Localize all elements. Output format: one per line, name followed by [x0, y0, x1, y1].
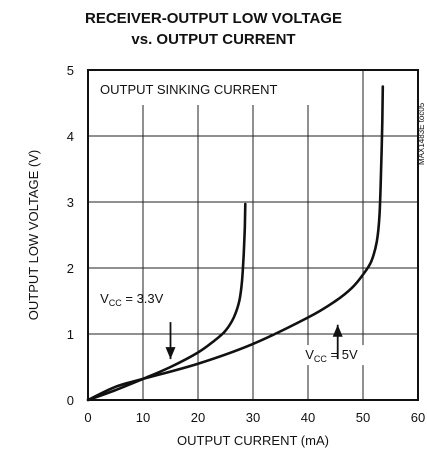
series-label-vcc-5v-main: V	[305, 347, 314, 362]
chart-title-line1: RECEIVER-OUTPUT LOW VOLTAGE	[85, 10, 342, 27]
y-tick-label: 2	[67, 261, 74, 276]
x-tick-label: 10	[136, 410, 150, 425]
series-arrow-vcc-5v	[332, 324, 343, 360]
chart-title-line2: vs. OUTPUT CURRENT	[131, 31, 296, 48]
arrow-head	[332, 324, 343, 337]
series	[86, 85, 385, 402]
series-line-1	[86, 85, 385, 402]
x-tick-label: 40	[301, 410, 315, 425]
x-tick-label: 50	[356, 410, 370, 425]
x-tick-label: 30	[246, 410, 260, 425]
y-tick-label: 5	[67, 63, 74, 78]
y-tick-label: 4	[67, 129, 74, 144]
x-tick-label: 20	[191, 410, 205, 425]
x-tick-label: 0	[84, 410, 91, 425]
series-label-vcc-5v-rest: = 5V	[327, 347, 358, 362]
series-arrow-vcc-3v3	[165, 322, 176, 360]
plot-frame	[87, 69, 419, 401]
y-tick-label: 3	[67, 195, 74, 210]
series-label-vcc-3v3-rest: = 3.3V	[122, 291, 164, 306]
tick-labels: 0 10 20 30 40 50 60 0 1 2 3 4 5	[67, 63, 425, 425]
series-label-vcc-5v: VCC = 5V	[305, 347, 358, 364]
series-label-vcc-3v3: VCC = 3.3V	[100, 291, 164, 308]
y-tick-label: 1	[67, 327, 74, 342]
series-label-vcc-5v-bg	[302, 345, 371, 366]
x-tick-label: 60	[411, 410, 425, 425]
annotation-box-bg	[89, 71, 317, 105]
annotation-box-text: OUTPUT SINKING CURRENT	[100, 82, 277, 97]
y-axis-label: OUTPUT LOW VOLTAGE (V)	[26, 150, 41, 320]
series-label-vcc-3v3-sub: CC	[109, 298, 122, 308]
series-label-vcc-5v-sub: CC	[314, 354, 327, 364]
arrow-head	[165, 347, 176, 360]
chart-side-code: MAX1483E toc05	[417, 102, 426, 165]
y-tick-label: 0	[67, 393, 74, 408]
series-label-vcc-3v3-main: V	[100, 291, 109, 306]
x-axis-label: OUTPUT CURRENT (mA)	[177, 433, 329, 448]
